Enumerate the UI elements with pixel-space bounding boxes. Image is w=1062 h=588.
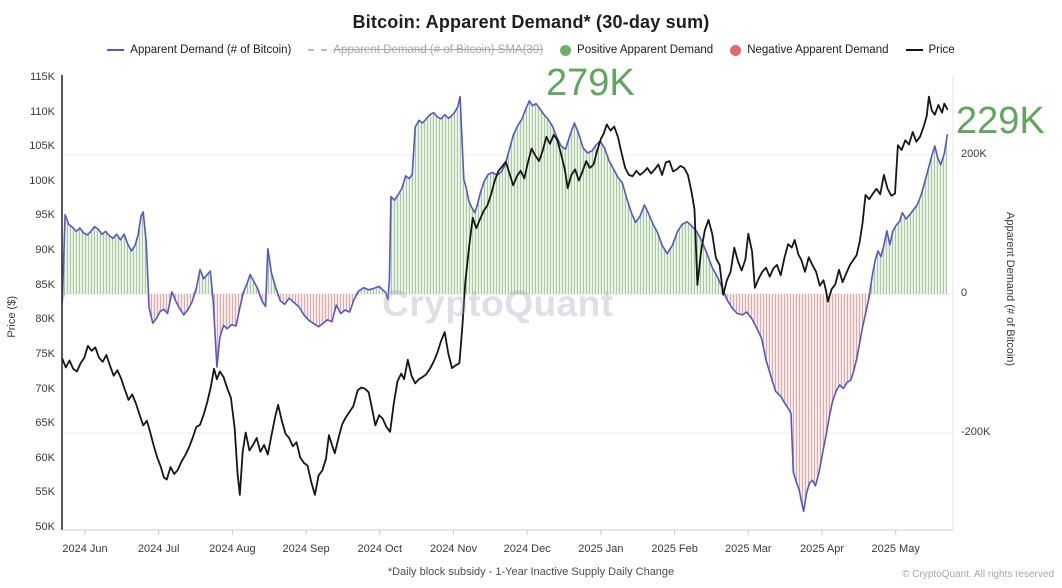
right-axis-tick-label: 0 [961, 287, 968, 299]
copyright-notice: © CryptoQuant. All rights reserved [902, 569, 1054, 580]
left-axis-tick-label: 60K [35, 451, 55, 464]
legend-item-label: Price [928, 44, 955, 56]
x-axis-tick-label: 2025 Feb [651, 543, 698, 555]
x-axis-tick-label: 2025 Jan [578, 543, 624, 555]
left-axis-tick-label: 65K [35, 417, 55, 430]
legend-item-4[interactable]: Price [905, 44, 955, 56]
legend-dashed-line-swatch [308, 49, 328, 51]
price-line [62, 95, 949, 496]
x-axis-tick-label: 2024 Jul [137, 543, 180, 555]
right-axis-tick-label: -200K [961, 426, 991, 438]
positive-demand-area [62, 96, 948, 294]
x-axis-tick-label: 2024 Sep [282, 543, 330, 555]
left-axis-tick-label: 90K [35, 244, 55, 257]
legend-item-0[interactable]: Apparent Demand (# of Bitcoin) [107, 44, 291, 56]
left-axis-tick-label: 75K [35, 347, 55, 360]
legend-dot-swatch [730, 44, 742, 56]
left-axis-tick-label: 110K [30, 105, 55, 118]
legend-item-1[interactable]: Apparent Demand (# of Bitcoin) SMA(30) [308, 44, 543, 56]
left-axis-tick-label: 95K [35, 209, 55, 222]
legend-item-label: Negative Apparent Demand [747, 44, 889, 56]
left-axis-tick-label: 50K [35, 521, 55, 533]
x-axis-tick-label: 2024 Nov [429, 543, 478, 555]
legend-dot-swatch [560, 44, 572, 56]
left-axis-tick-label: 115K [30, 71, 55, 83]
legend-item-label: Apparent Demand (# of Bitcoin) SMA(30) [333, 44, 544, 56]
legend-line-swatch [107, 49, 125, 51]
x-axis-tick-label: 2025 Apr [799, 543, 845, 555]
left-axis-tick-label: 55K [35, 486, 55, 499]
x-axis-tick-label: 2025 May [871, 543, 920, 555]
legend-line-swatch [905, 49, 923, 51]
negative-demand-area [62, 294, 948, 512]
legend: Apparent Demand (# of Bitcoin) Apparent D… [0, 44, 1062, 56]
left-axis-tick-label: 70K [35, 382, 55, 395]
left-axis-tick-label: 100K [29, 174, 55, 187]
left-axis-tick-label: 80K [35, 313, 55, 326]
x-axis-tick-label: 2024 Dec [503, 543, 551, 555]
x-axis-tick-label: 2025 Mar [725, 543, 772, 555]
peak-demand-annotation: 279K [546, 62, 635, 104]
legend-item-2[interactable]: Positive Apparent Demand [560, 44, 713, 56]
left-axis-tick-label: 105K [29, 140, 55, 153]
chart-footnote: *Daily block subsidy - 1-Year Inactive S… [387, 566, 675, 578]
latest-demand-annotation: 229K [956, 100, 1045, 142]
legend-item-label: Positive Apparent Demand [577, 44, 714, 56]
x-axis-tick-label: 2024 Jun [62, 543, 108, 555]
chart-title: Bitcoin: Apparent Demand* (30-day sum) [352, 12, 710, 32]
x-axis-tick-label: 2024 Oct [357, 543, 403, 555]
left-axis-tick-label: 85K [35, 278, 55, 291]
right-axis-tick-label: 200K [961, 148, 987, 160]
legend-item-label: Apparent Demand (# of Bitcoin) [130, 44, 292, 56]
legend-item-3[interactable]: Negative Apparent Demand [730, 44, 889, 56]
apparent-demand-line [62, 95, 949, 513]
x-axis-tick-label: 2024 Aug [209, 543, 256, 555]
right-axis-title: Apparent Demand (# of Bitcoin) [1004, 212, 1016, 367]
